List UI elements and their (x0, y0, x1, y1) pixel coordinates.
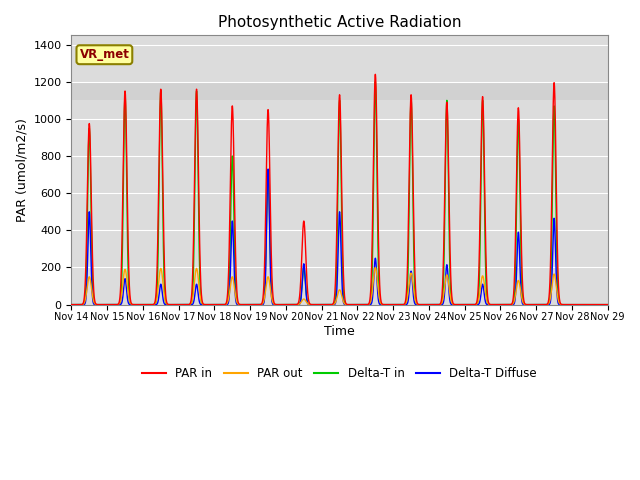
PAR in (490, 302, 498, 308)
Line: PAR in: PAR in (72, 74, 607, 305)
Text: VR_met: VR_met (79, 48, 129, 61)
PAR out (164, 301, 172, 307)
Y-axis label: PAR (umol/m2/s): PAR (umol/m2/s) (15, 118, 28, 222)
Line: Delta-T in: Delta-T in (72, 82, 607, 305)
PAR in (164, 301, 172, 307)
Delta-T in (490, 302, 498, 308)
Delta-T Diffuse (430, 302, 438, 308)
PAR out (430, 302, 438, 308)
Bar (72, 82, 608, 100)
Delta-T Diffuse (490, 302, 498, 308)
PAR out (460, 302, 467, 308)
PAR in (460, 302, 467, 308)
PAR in (604, 302, 611, 308)
Delta-T in (460, 302, 467, 308)
PAR in (319, 302, 327, 308)
Delta-T Diffuse (319, 302, 327, 308)
Delta-T Diffuse (603, 302, 611, 308)
PAR in (371, 72, 379, 77)
PAR in (68, 302, 76, 308)
Delta-T in (603, 302, 611, 308)
Legend: PAR in, PAR out, Delta-T in, Delta-T Diffuse: PAR in, PAR out, Delta-T in, Delta-T Dif… (138, 362, 541, 385)
PAR out (68, 302, 76, 308)
X-axis label: Time: Time (324, 325, 355, 338)
Delta-T in (164, 302, 172, 308)
Title: Photosynthetic Active Radiation: Photosynthetic Active Radiation (218, 15, 461, 30)
PAR out (604, 302, 611, 308)
Delta-T Diffuse (164, 302, 172, 308)
PAR out (603, 302, 611, 308)
Delta-T in (68, 302, 76, 308)
PAR out (490, 302, 498, 308)
Line: Delta-T Diffuse: Delta-T Diffuse (72, 169, 607, 305)
PAR out (371, 264, 379, 270)
Delta-T in (604, 302, 611, 308)
Delta-T Diffuse (264, 166, 272, 172)
Line: PAR out: PAR out (72, 267, 607, 305)
PAR out (319, 302, 327, 308)
PAR in (430, 302, 438, 308)
Delta-T in (430, 302, 438, 308)
PAR in (603, 302, 611, 308)
Delta-T Diffuse (68, 302, 76, 308)
Delta-T Diffuse (460, 302, 467, 308)
Delta-T in (371, 79, 379, 84)
Delta-T in (319, 302, 327, 308)
Delta-T Diffuse (604, 302, 611, 308)
